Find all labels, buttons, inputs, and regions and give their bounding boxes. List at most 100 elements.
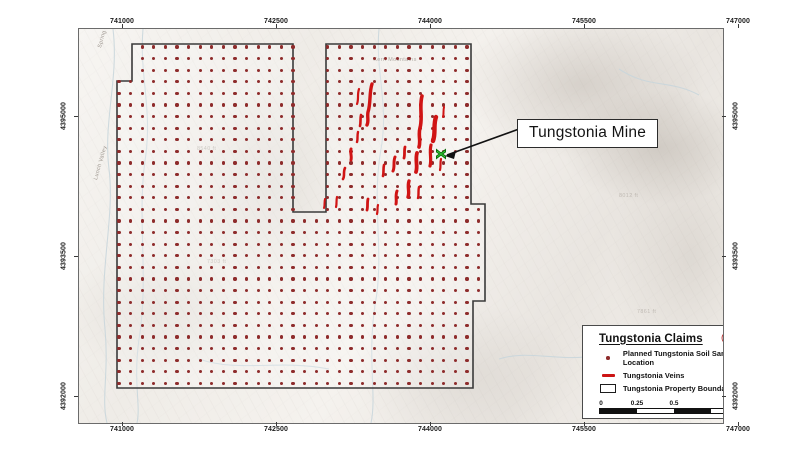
- soil-sample-dot: [198, 312, 202, 316]
- soil-sample-dot: [175, 312, 179, 316]
- soil-sample-dot: [314, 230, 318, 235]
- soil-sample-dot: [221, 312, 226, 316]
- soil-sample-dot: [360, 172, 365, 177]
- soil-sample-dot: [244, 381, 249, 386]
- soil-sample-dot: [198, 242, 202, 246]
- soil-sample-dot: [418, 56, 423, 61]
- soil-sample-dot: [407, 56, 411, 61]
- soil-sample-dot: [279, 80, 284, 84]
- soil-sample-dot: [152, 207, 156, 212]
- soil-sample-dot: [418, 346, 423, 351]
- soil-sample-dot: [314, 219, 318, 223]
- legend-item-soil-sample[interactable]: Planned Tungstonia Soil Sample Location: [591, 349, 723, 367]
- soil-sample-dot: [186, 230, 191, 235]
- soil-sample-dot: [349, 161, 353, 165]
- legend-item-property-boundary[interactable]: Tungstonia Property Boundary: [591, 384, 723, 393]
- soil-sample-dot: [152, 172, 156, 177]
- soil-sample-dot: [210, 370, 214, 374]
- soil-sample-dot: [337, 68, 342, 72]
- soil-sample-dot: [186, 288, 191, 293]
- soil-sample-dot: [453, 161, 458, 165]
- soil-sample-dot: [221, 103, 226, 107]
- soil-sample-dot: [372, 346, 376, 351]
- soil-sample-dot: [418, 381, 423, 386]
- soil-sample-dot: [418, 323, 423, 328]
- soil-sample-dot: [407, 219, 411, 223]
- soil-sample-dot: [418, 277, 423, 281]
- map-legend[interactable]: Tungstonia Claims SPARTAN METALS: [582, 325, 723, 419]
- soil-sample-dot: [233, 381, 237, 386]
- soil-sample-dot: [186, 184, 191, 188]
- soil-sample-dot: [186, 161, 191, 165]
- map-canvas[interactable]: Kern Mountains Spring Valley Lunch Valle…: [78, 28, 724, 424]
- soil-sample-dot: [128, 138, 133, 142]
- soil-sample-dot: [349, 288, 353, 293]
- tungstonia-mine-marker[interactable]: [435, 148, 447, 160]
- soil-sample-dot: [384, 323, 388, 328]
- tungstonia-property-boundary[interactable]: [79, 29, 723, 423]
- soil-sample-dot: [128, 207, 133, 212]
- soil-sample-dot: [186, 346, 191, 351]
- soil-sample-dot: [430, 230, 434, 235]
- soil-sample-dot: [163, 288, 168, 293]
- soil-sample-dot: [140, 381, 144, 386]
- soil-sample-dot: [210, 91, 214, 96]
- soil-sample-dot: [175, 68, 179, 72]
- legend-item-veins[interactable]: Tungstonia Veins: [591, 371, 723, 380]
- soil-sample-dot: [384, 172, 388, 177]
- soil-sample-dot: [291, 68, 295, 72]
- soil-sample-dot: [198, 138, 202, 142]
- soil-sample-dot: [268, 161, 272, 165]
- soil-sample-dot: [349, 277, 353, 281]
- soil-sample-dot: [256, 196, 260, 200]
- soil-sample-dot: [395, 288, 400, 293]
- soil-sample-dot: [244, 91, 249, 96]
- soil-sample-dot: [256, 68, 260, 72]
- soil-sample-dot: [210, 277, 214, 281]
- soil-sample-dot: [337, 149, 342, 154]
- x-axis-tickmark: [275, 422, 277, 426]
- x-axis-tickmark: [429, 422, 431, 426]
- soil-sample-dot: [465, 114, 469, 119]
- soil-sample-dot: [186, 149, 191, 154]
- soil-sample-dot: [163, 161, 168, 165]
- soil-sample-dot: [465, 230, 469, 235]
- soil-sample-dot: [244, 103, 249, 107]
- soil-sample-dot: [268, 312, 272, 316]
- soil-sample-dot: [256, 56, 260, 61]
- soil-sample-dot: [453, 230, 458, 235]
- soil-sample-dot: [128, 219, 133, 223]
- soil-sample-dot: [186, 103, 191, 107]
- soil-sample-dot: [326, 184, 330, 188]
- soil-sample-dot: [128, 242, 133, 246]
- mine-callout-label[interactable]: Tungstonia Mine: [517, 119, 659, 148]
- soil-sample-dot: [279, 254, 284, 258]
- soil-sample-dot: [163, 230, 168, 235]
- soil-sample-dot: [152, 161, 156, 165]
- soil-sample-dot: [210, 254, 214, 258]
- x-axis-tick-label: 742500: [264, 18, 288, 25]
- soil-sample-dot: [268, 80, 272, 84]
- soil-sample-dot: [453, 300, 458, 304]
- soil-sample-dot: [210, 172, 214, 177]
- soil-sample-dot: [186, 219, 191, 223]
- soil-sample-dot: [244, 346, 249, 351]
- soil-sample-dot: [140, 103, 144, 107]
- soil-sample-dot: [314, 300, 318, 304]
- soil-sample-dot: [128, 184, 133, 188]
- soil-sample-dot: [465, 300, 469, 304]
- soil-sample-dot: [198, 91, 202, 96]
- soil-sample-dot: [360, 56, 365, 61]
- soil-sample-dot: [430, 242, 434, 246]
- soil-sample-dot: [453, 207, 458, 212]
- soil-sample-dot: [221, 184, 226, 188]
- soil-sample-dot: [442, 103, 446, 107]
- soil-sample-dot: [256, 230, 260, 235]
- soil-sample-dot: [221, 196, 226, 200]
- soil-sample-dot: [140, 312, 144, 316]
- soil-sample-dot: [465, 254, 469, 258]
- soil-sample-dot: [453, 358, 458, 362]
- soil-sample-dot: [326, 230, 330, 235]
- soil-sample-dot: [233, 138, 237, 142]
